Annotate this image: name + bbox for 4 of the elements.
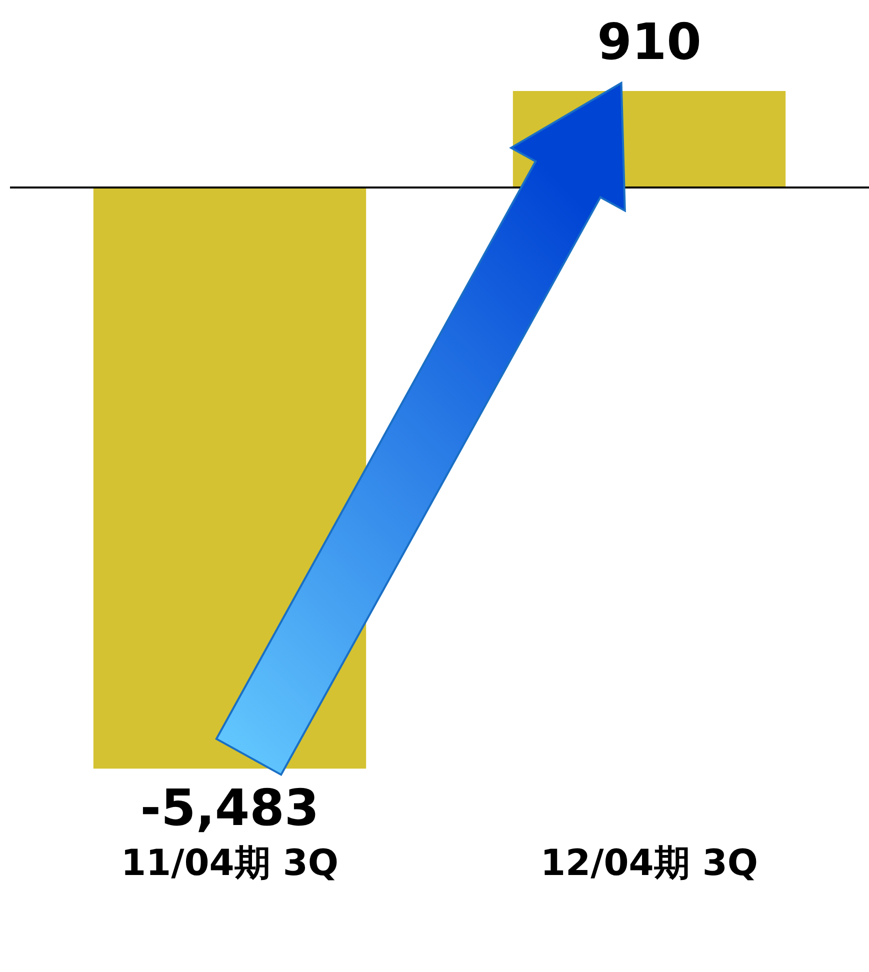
data-label: -5,483 — [140, 778, 320, 837]
x-tick-label: 12/04期 3Q — [540, 842, 758, 884]
x-tick-label: 11/04期 3Q — [120, 842, 339, 884]
data-label: 910 — [597, 12, 702, 71]
